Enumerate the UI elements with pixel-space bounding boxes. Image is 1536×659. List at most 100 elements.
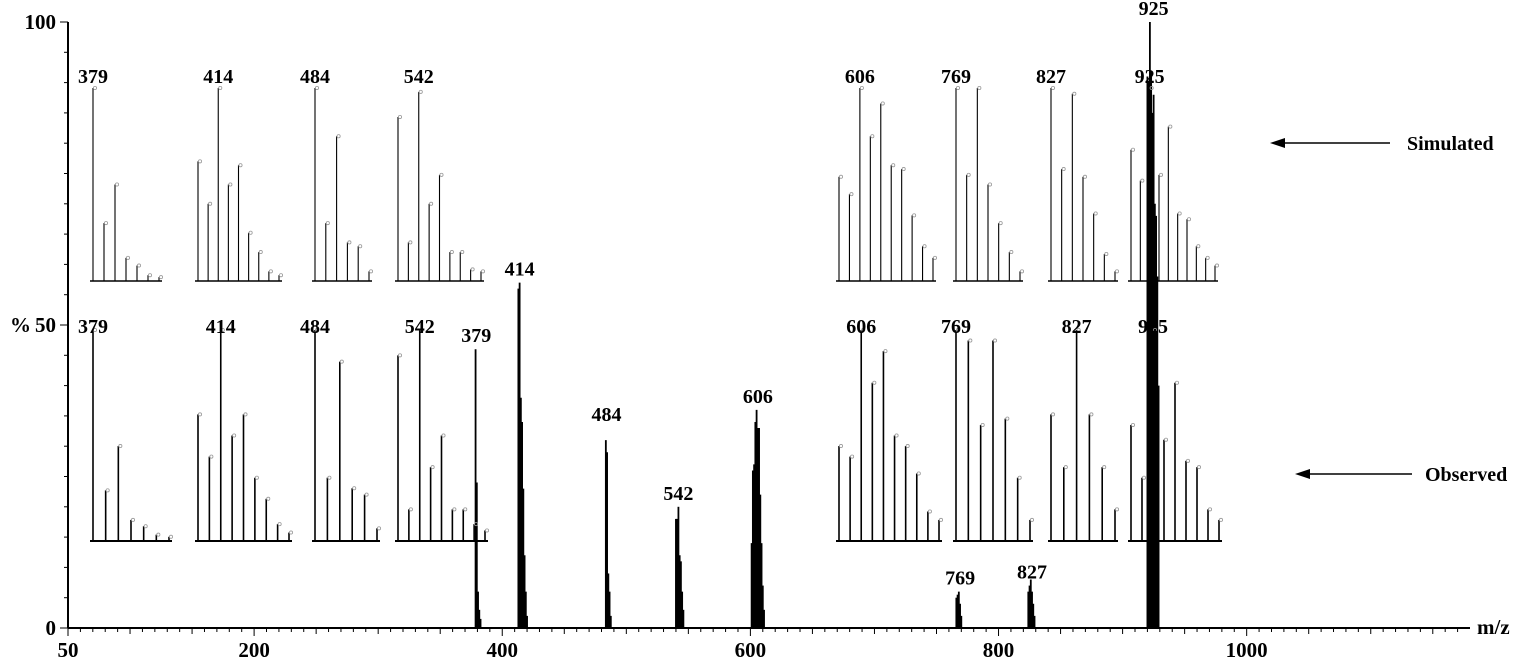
inset-stick-cap [339,359,344,364]
inset-stick-cap [376,526,381,531]
inset-stick-cap [105,488,110,493]
inset-stick-cap [1005,416,1010,421]
arrow-left-icon [1270,138,1285,148]
peak-label: 542 [663,483,693,505]
peak-cluster-379: 379 [461,325,491,628]
inset-stick-cap [460,250,465,255]
inset-stick-cap [104,221,109,226]
inset-stick-cap [470,267,475,272]
inset-stick-cap [327,475,332,480]
inset-stick-cap [1063,465,1068,470]
inset-stick-cap [956,327,961,332]
inset-stick-cap [419,327,424,332]
inset-stick-cap [408,240,413,245]
inset-stick-cap [480,269,485,274]
observed-inset-606: 606 [836,316,944,542]
inset-stick-cap [397,353,402,358]
simulated-inset-925: 925 [1128,66,1220,282]
inset-stick-cap [232,433,237,438]
inset-stick-cap [238,163,243,168]
inset-stick-cap [364,492,369,497]
x-tick-label: 400 [486,638,518,659]
inset-stick-cap [288,530,293,535]
inset-label: 542 [405,316,435,338]
simulated-inset-484: 484 [300,66,373,282]
peak-label: 484 [591,404,621,426]
inset-stick-cap [891,163,896,168]
inset-stick-cap [408,507,413,512]
spectrum-peaks: 379 414 484 542 606 769 827 925 [461,0,1169,628]
inset-stick-cap [966,172,971,177]
inset-label: 414 [206,316,236,338]
inset-stick-cap [248,230,253,235]
inset-stick-cap [993,338,998,343]
inset-stick-cap [352,486,357,491]
inset-stick-cap [258,250,263,255]
x-tick-label: 800 [983,638,1015,659]
observed-inset-542: 542 [395,316,489,542]
y-tick-label: 50 [35,313,56,337]
inset-stick-cap [1140,178,1145,183]
peak-label: 769 [945,568,975,590]
inset-stick-cap [1149,86,1154,91]
inset-stick-cap [1205,255,1210,260]
inset-stick-cap [980,422,985,427]
inset-stick-cap [912,213,917,218]
inset-label: 484 [300,66,330,88]
inset-stick-cap [1104,251,1109,256]
x-tick-label: 600 [735,638,767,659]
simulated-inset-606: 606 [836,66,938,282]
observed-inset-769: 769 [941,316,1035,542]
inset-stick-cap [839,174,844,179]
inset-stick-cap [894,433,899,438]
simulated-annotation: Simulated [1270,133,1494,155]
peak-cluster-606: 606 [743,386,773,628]
inset-stick-cap [1196,244,1201,249]
inset-stick-cap [1009,250,1014,255]
inset-stick-cap [228,182,233,187]
inset-stick-cap [1089,412,1094,417]
inset-stick-cap [880,101,885,106]
inset-stick-cap [278,273,283,278]
inset-stick-cap [861,327,866,332]
inset-stick-cap [358,244,363,249]
inset-stick-cap [208,201,213,206]
inset-stick-cap [1159,172,1164,177]
peak-cluster-827: 827 [1017,562,1047,628]
inset-stick-cap [1102,465,1107,470]
inset-stick-cap [1061,167,1066,172]
inset-stick-cap [439,172,444,177]
inset-stick-cap [1020,269,1025,274]
inset-stick-cap [1186,458,1191,463]
inset-stick-cap [314,86,319,91]
inset-label: 379 [78,316,108,338]
inset-stick-cap [197,412,202,417]
inset-stick-cap [243,412,248,417]
observed-inset-484: 484 [300,316,381,542]
inset-stick-cap [1030,517,1035,522]
inset-stick-cap [336,134,341,139]
peak-cluster-542: 542 [663,483,693,628]
inset-stick-cap [441,433,446,438]
inset-label: 606 [845,66,875,88]
peak-label: 827 [1017,562,1047,584]
inset-stick-cap [314,327,319,332]
observed-inset-414: 414 [195,316,293,542]
inset-stick-cap [268,269,273,274]
x-tick-label: 200 [238,638,270,659]
simulated-inset-542: 542 [395,66,485,282]
inset-stick-cap [93,327,98,332]
inset-stick-cap [988,182,993,187]
inset-stick-cap [147,273,152,278]
inset-stick-cap [156,532,161,537]
inset-stick-cap [115,182,120,187]
x-tick-label: 1000 [1226,638,1268,659]
inset-stick-cap [1208,507,1213,512]
inset-label: 379 [78,66,108,88]
inset-stick-cap [1177,211,1182,216]
inset-stick-cap [1115,269,1120,274]
inset-stick-cap [1187,217,1192,222]
annotations: Simulated Observed [1270,133,1507,486]
inset-stick-cap [956,86,961,91]
inset-stick-cap [429,201,434,206]
